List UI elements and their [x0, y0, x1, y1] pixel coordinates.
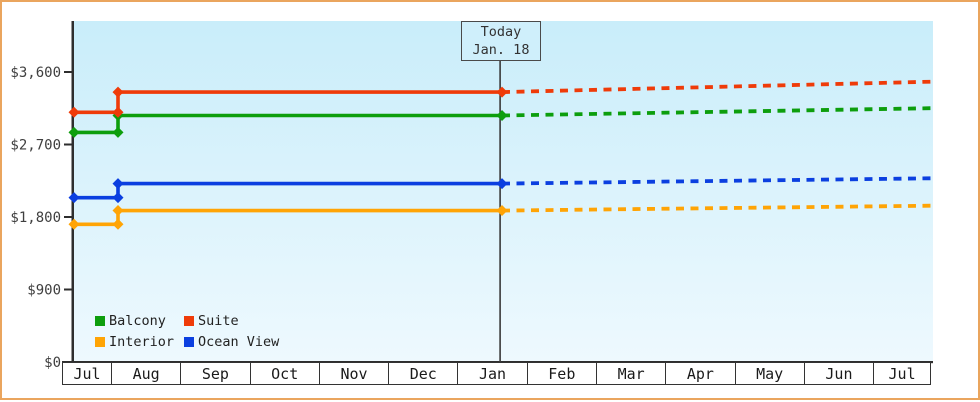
month-cell-jan: Jan	[458, 363, 528, 384]
month-cell-may: May	[736, 363, 805, 384]
today-marker-line1: Today	[480, 24, 522, 40]
y-tick	[64, 288, 72, 291]
data-point-marker	[496, 86, 508, 98]
legend-swatch-suite-icon	[184, 316, 194, 326]
series-line-balcony	[74, 113, 502, 135]
legend-swatch-oceanview-icon	[184, 337, 194, 347]
series-line-ocean-view	[74, 181, 502, 200]
month-cell-jun: Jun	[805, 363, 875, 384]
data-point-marker	[112, 106, 124, 118]
data-point-marker	[68, 218, 80, 230]
legend-entry-oceanview: Ocean View	[184, 334, 279, 350]
y-axis-label: $2,700	[10, 138, 61, 154]
y-tick	[64, 216, 72, 218]
month-cell-feb: Feb	[528, 363, 597, 384]
data-point-marker	[496, 110, 508, 121]
month-cell-apr: Apr	[666, 363, 736, 384]
today-marker-line2: Jan. 18	[472, 42, 530, 58]
series-line-interior	[74, 208, 502, 227]
month-cell-mar: Mar	[597, 363, 667, 384]
series-line-suite	[74, 90, 502, 115]
legend-label-interior: Interior	[109, 334, 175, 350]
plot-area	[74, 21, 933, 362]
legend-label-balcony: Balcony	[109, 313, 166, 329]
month-cell-nov: Nov	[320, 363, 390, 384]
data-point-marker	[112, 205, 124, 217]
data-point-marker	[112, 192, 124, 204]
data-point-marker	[68, 106, 80, 118]
y-tick	[64, 71, 72, 73]
legend-entry-balcony: Balcony	[95, 313, 184, 329]
legend-entry-suite: Suite	[184, 313, 239, 329]
legend-label-suite: Suite	[198, 313, 239, 329]
y-axis-line	[71, 21, 74, 364]
data-point-marker	[112, 178, 124, 190]
legend-label-oceanview: Ocean View	[198, 334, 280, 350]
data-point-marker	[496, 205, 508, 217]
legend-swatch-interior-icon	[95, 337, 105, 347]
y-axis-label: $900	[27, 283, 61, 299]
data-point-marker	[496, 178, 508, 190]
month-cell-dec: Dec	[389, 363, 459, 384]
today-marker-label: Today Jan. 18	[461, 21, 541, 61]
legend-row-1: Balcony Suite	[95, 311, 279, 331]
month-cell-jul: Jul	[63, 363, 112, 384]
month-cell-sep: Sep	[181, 363, 251, 384]
y-axis-label: $3,600	[10, 65, 61, 81]
y-axis: $0 $900 $1,800 $2,700 $3,600	[10, 65, 72, 371]
legend-swatch-balcony-icon	[95, 316, 105, 326]
series-interior	[68, 203, 932, 230]
legend: Balcony Suite Interior Ocean View	[95, 311, 279, 352]
month-cell-aug: Aug	[112, 363, 182, 384]
data-point-marker	[112, 126, 124, 138]
series-ocean-view	[68, 176, 932, 204]
data-point-marker	[68, 192, 80, 204]
month-cell-oct: Oct	[251, 363, 320, 384]
y-axis-label: $1,800	[10, 210, 61, 226]
x-axis-months: Jul Aug Sep Oct Nov Dec Jan Feb Mar Apr May Jun Jul	[62, 362, 931, 385]
data-point-marker	[68, 126, 80, 138]
data-point-marker	[112, 86, 124, 98]
data-point-marker	[112, 218, 124, 230]
y-tick	[64, 143, 72, 146]
month-cell-jul-2: Jul	[888, 364, 916, 383]
series-suite	[68, 79, 932, 118]
legend-row-2: Interior Ocean View	[95, 332, 279, 352]
y-axis-label: $0	[44, 355, 61, 371]
legend-entry-interior: Interior	[95, 334, 184, 350]
